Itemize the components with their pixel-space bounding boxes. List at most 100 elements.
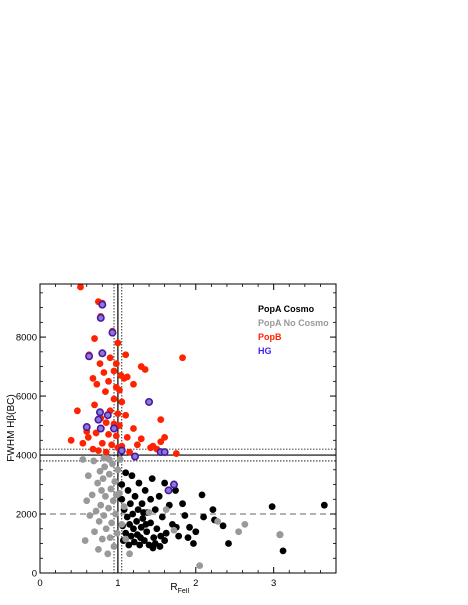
point-popb-54 [102,448,110,456]
point-popa-cosmo-67 [142,520,150,528]
point-popa-no-cosmo-3 [214,517,222,525]
point-popa-cosmo-44 [130,525,137,533]
point-popa-cosmo-42 [131,492,139,500]
point-popa-cosmo-32 [141,487,149,494]
point-popa-no-cosmo-0 [276,531,284,539]
data-points [67,283,328,570]
point-popa-no-cosmo-50 [105,456,113,463]
point-popa-no-cosmo-39 [92,507,100,515]
point-popb-29 [91,401,98,409]
point-hg-7 [103,411,112,420]
point-popb-53 [95,447,102,455]
point-popa-no-cosmo-43 [86,512,94,519]
point-popa-cosmo-69 [140,509,148,516]
point-popb-48 [98,439,106,447]
x-axis-title-main: R [170,582,177,593]
point-popa-cosmo-47 [127,532,135,540]
point-popb-59 [137,435,145,443]
point-hg-4 [98,349,107,358]
point-popb-28 [118,398,126,406]
point-popa-cosmo-41 [133,517,140,525]
point-hg-3 [85,352,94,361]
point-popa-cosmo-12 [181,512,189,519]
point-popa-no-cosmo-7 [145,509,153,516]
point-popa-cosmo-23 [153,525,161,533]
point-popa-cosmo-68 [137,534,144,542]
y-tick-label-1: 2000 [16,510,37,521]
point-popb-32 [122,411,130,419]
point-popb-58 [89,445,97,453]
point-popa-cosmo-54 [122,469,130,477]
point-popa-cosmo-50 [125,541,133,549]
point-hg-10 [110,424,119,433]
legend-entry-hg: HG [258,346,272,356]
point-popa-cosmo-66 [192,528,200,536]
x-axis-title: RFeII [170,582,189,595]
point-popa-cosmo-3 [268,503,276,511]
point-popa-cosmo-37 [136,541,144,549]
point-popb-17 [89,374,97,382]
point-hg-5 [145,397,154,406]
point-popa-cosmo-25 [150,534,158,542]
point-popb-39 [130,425,137,432]
point-popb-44 [123,433,131,441]
legend: PopA Cosmo PopA No Cosmo PopB HG [258,304,329,356]
point-hg-1 [96,313,105,322]
point-popa-no-cosmo-2 [235,528,243,536]
point-popb-5 [91,335,98,342]
point-popa-cosmo-4 [225,540,232,547]
point-popb-34 [73,407,81,415]
point-popa-no-cosmo-48 [116,456,124,463]
point-popa-no-cosmo-24 [105,504,112,512]
y-tick-label-2: 4000 [16,451,37,462]
point-popb-26 [141,366,149,373]
point-popa-no-cosmo-47 [79,456,87,463]
point-popb-27 [110,395,118,403]
point-popa-cosmo-20 [158,513,166,521]
point-popa-no-cosmo-1 [241,520,249,528]
point-popa-cosmo-10 [190,540,197,547]
point-popa-no-cosmo-44 [84,472,92,480]
point-popa-cosmo-13 [179,500,186,508]
point-popa-no-cosmo-46 [81,537,89,544]
point-popa-no-cosmo-5 [170,526,178,534]
point-popb-9 [106,354,114,362]
point-popa-no-cosmo-31 [99,475,107,483]
point-popb-31 [114,410,122,418]
point-popa-no-cosmo-9 [122,535,130,543]
point-hg-17 [169,480,178,489]
point-popb-46 [67,436,75,444]
x-axis-title-subscript: FeII [178,588,190,595]
point-popa-cosmo-45 [129,510,137,518]
point-popa-no-cosmo-41 [90,457,98,465]
point-hg-9 [82,423,91,432]
point-popa-no-cosmo-27 [102,525,110,533]
point-popa-cosmo-31 [143,528,151,536]
point-popa-cosmo-58 [118,495,126,503]
point-popa-cosmo-46 [128,472,136,480]
point-popa-cosmo-48 [126,500,134,508]
point-popa-no-cosmo-51 [100,454,108,462]
point-popa-cosmo-53 [122,529,130,537]
x-tick-label-2: 2 [193,578,198,589]
point-popa-cosmo-22 [155,492,163,500]
x-tick-label-1: 1 [115,578,120,589]
point-popb-10 [96,360,104,368]
y-tick-label-3: 6000 [16,392,37,403]
point-popa-cosmo-8 [200,513,207,521]
point-popa-no-cosmo-42 [88,491,96,499]
point-popa-cosmo-49 [126,520,133,528]
point-popa-no-cosmo-37 [95,546,102,553]
point-popa-no-cosmo-13 [114,466,122,474]
point-popb-61 [147,444,155,452]
axis-ticks [39,284,336,574]
x-tick-label-0: 0 [37,578,42,589]
point-hg-8 [94,415,103,424]
point-popa-cosmo-59 [118,481,126,488]
plot-frame [39,283,337,574]
point-popa-cosmo-9 [198,491,206,499]
point-popb-18 [100,369,108,376]
point-popb-0 [77,283,84,291]
y-tick-label-0: 0 [32,569,37,580]
